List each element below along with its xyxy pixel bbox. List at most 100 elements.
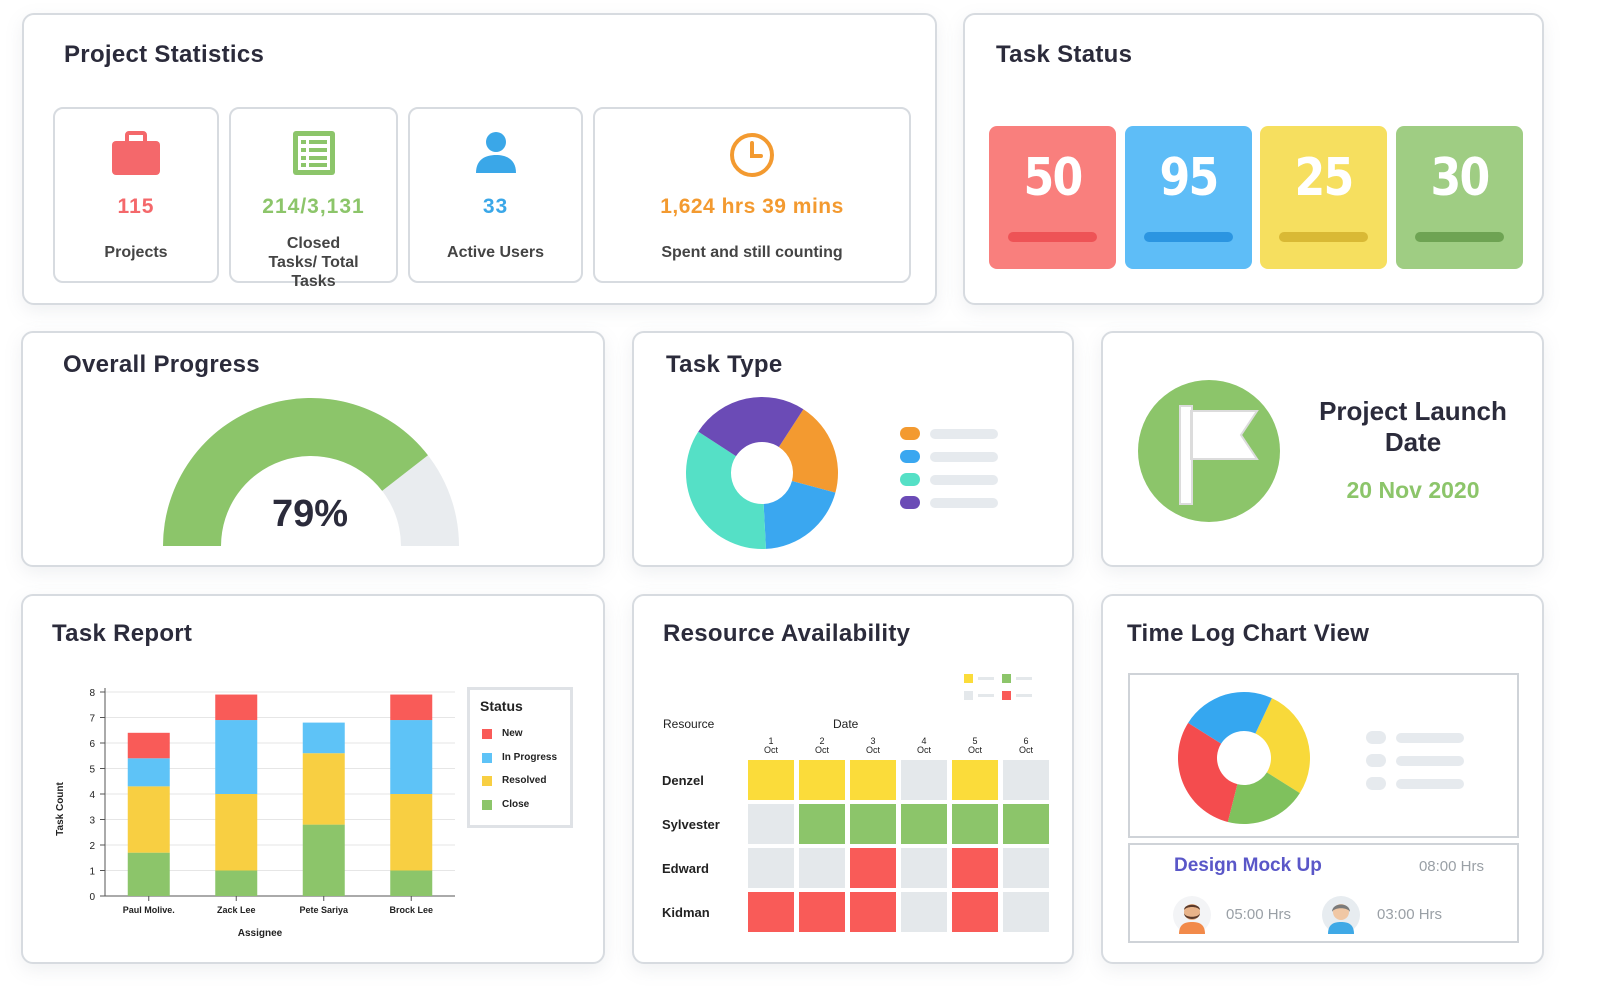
- mini-legend-red: [1002, 691, 1011, 700]
- stat-projects[interactable]: 115 Projects: [53, 107, 219, 283]
- task-type-donut: [686, 397, 838, 549]
- stat-active-users[interactable]: 33 Active Users: [408, 107, 583, 283]
- donut-slice-3[interactable]: [686, 431, 766, 549]
- time-log-legend-dot: [1366, 731, 1386, 744]
- y-tick-label: 8: [89, 688, 95, 699]
- availability-cell[interactable]: [799, 804, 845, 844]
- availability-cell[interactable]: [748, 848, 794, 888]
- briefcase-icon: [112, 131, 160, 175]
- progress-percent: 79%: [271, 493, 349, 535]
- time-log-legend-line: [1396, 733, 1464, 743]
- stat-projects-value: 115: [117, 195, 155, 218]
- bar-resolved[interactable]: [215, 794, 258, 871]
- task-type-title: Task Type: [666, 351, 783, 378]
- clock-icon: [730, 133, 774, 177]
- availability-cell[interactable]: [901, 892, 947, 932]
- availability-cell[interactable]: [799, 892, 845, 932]
- stat-closed-tasks[interactable]: 214/3,131 Closed Tasks/ Total Tasks: [229, 107, 398, 290]
- availability-cell[interactable]: [748, 892, 794, 932]
- availability-cell[interactable]: [901, 804, 947, 844]
- bar-in-progress[interactable]: [127, 758, 170, 787]
- bar-new[interactable]: [127, 732, 170, 759]
- availability-cell[interactable]: [952, 848, 998, 888]
- bar-close[interactable]: [302, 824, 345, 896]
- donut-slice-1[interactable]: [1255, 698, 1310, 794]
- task-report-title: Task Report: [52, 620, 193, 647]
- date-header: 1 Oct: [748, 737, 794, 755]
- donut-slice-4[interactable]: [698, 397, 804, 457]
- x-axis-label: Assignee: [238, 928, 283, 939]
- availability-cell[interactable]: [1003, 804, 1049, 844]
- time-log-task-name[interactable]: Design Mock Up: [1174, 855, 1322, 876]
- legend-dot-purple: [900, 496, 920, 509]
- resource-availability-title: Resource Availability: [663, 620, 911, 647]
- donut-slice-4[interactable]: [1188, 692, 1272, 744]
- time-log-entry-panel[interactable]: Design Mock Up 08:00 Hrs 05:00 Hrs 03:00…: [1128, 843, 1519, 943]
- availability-cell[interactable]: [850, 804, 896, 844]
- availability-cell[interactable]: [799, 760, 845, 800]
- task-status-bar-1: [1008, 232, 1097, 242]
- date-column-label: Date: [833, 717, 859, 731]
- x-tick-label: Paul Molive.: [123, 905, 175, 915]
- legend-title: Status: [480, 698, 523, 714]
- availability-cell[interactable]: [952, 804, 998, 844]
- bar-in-progress[interactable]: [390, 720, 433, 794]
- availability-cell[interactable]: [1003, 892, 1049, 932]
- date-day: 1: [768, 736, 774, 746]
- availability-cell[interactable]: [952, 760, 998, 800]
- task-status-tile-3[interactable]: 25: [1260, 126, 1387, 269]
- y-tick-label: 7: [89, 714, 95, 725]
- bar-resolved[interactable]: [127, 786, 170, 853]
- legend-label-in-progress: In Progress: [502, 752, 558, 763]
- stat-hours[interactable]: 1,624 hrs 39 mins Spent and still counti…: [593, 107, 911, 283]
- launch-title-line1: Project Launch: [1319, 396, 1507, 426]
- time-log-chart-panel: [1128, 673, 1519, 838]
- legend-swatch-in-progress: [482, 753, 492, 763]
- availability-cell[interactable]: [850, 892, 896, 932]
- availability-cell[interactable]: [952, 892, 998, 932]
- time-log-entry-hours-1: 05:00 Hrs: [1226, 906, 1292, 923]
- mini-legend-green: [1002, 674, 1011, 683]
- bar-in-progress[interactable]: [215, 720, 258, 794]
- legend-swatch-resolved: [482, 776, 492, 786]
- task-status-tile-1[interactable]: 50: [989, 126, 1116, 269]
- x-tick-label: Zack Lee: [217, 905, 256, 915]
- task-status-value-1: 50: [1023, 148, 1083, 208]
- bar-close[interactable]: [390, 870, 433, 897]
- resource-name: Denzel: [662, 773, 704, 788]
- availability-cell[interactable]: [850, 848, 896, 888]
- availability-cell[interactable]: [1003, 848, 1049, 888]
- time-log-donut: [1178, 692, 1310, 824]
- launch-title: Project Launch Date: [1293, 396, 1533, 458]
- progress-gauge: [163, 398, 459, 546]
- legend-label-resolved: Resolved: [502, 775, 547, 786]
- bar-close[interactable]: [215, 870, 258, 897]
- flag-icon: [1138, 380, 1280, 522]
- bar-new[interactable]: [215, 694, 258, 721]
- bar-new[interactable]: [390, 694, 433, 721]
- availability-cell[interactable]: [748, 804, 794, 844]
- bar-resolved[interactable]: [390, 794, 433, 871]
- availability-cell[interactable]: [748, 760, 794, 800]
- mini-legend-line: [978, 694, 994, 697]
- bar-resolved[interactable]: [302, 753, 345, 825]
- y-tick-label: 4: [89, 790, 95, 801]
- bar-close[interactable]: [127, 852, 170, 896]
- task-status-bar-4: [1415, 232, 1504, 242]
- availability-cell[interactable]: [901, 760, 947, 800]
- task-status-tile-4[interactable]: 30: [1396, 126, 1523, 269]
- availability-cell[interactable]: [1003, 760, 1049, 800]
- donut-slice-2[interactable]: [1227, 772, 1300, 824]
- date-header: 6 Oct: [1003, 737, 1049, 755]
- legend-label-new: New: [502, 728, 523, 739]
- task-status-tile-2[interactable]: 95: [1125, 126, 1252, 269]
- bar-in-progress[interactable]: [302, 722, 345, 754]
- donut-slice-1[interactable]: [778, 409, 838, 493]
- legend-line: [930, 429, 998, 439]
- legend-line: [930, 498, 998, 508]
- availability-cell[interactable]: [799, 848, 845, 888]
- availability-cell[interactable]: [850, 760, 896, 800]
- donut-slice-3[interactable]: [1178, 722, 1238, 822]
- availability-cell[interactable]: [901, 848, 947, 888]
- donut-slice-2[interactable]: [763, 481, 836, 549]
